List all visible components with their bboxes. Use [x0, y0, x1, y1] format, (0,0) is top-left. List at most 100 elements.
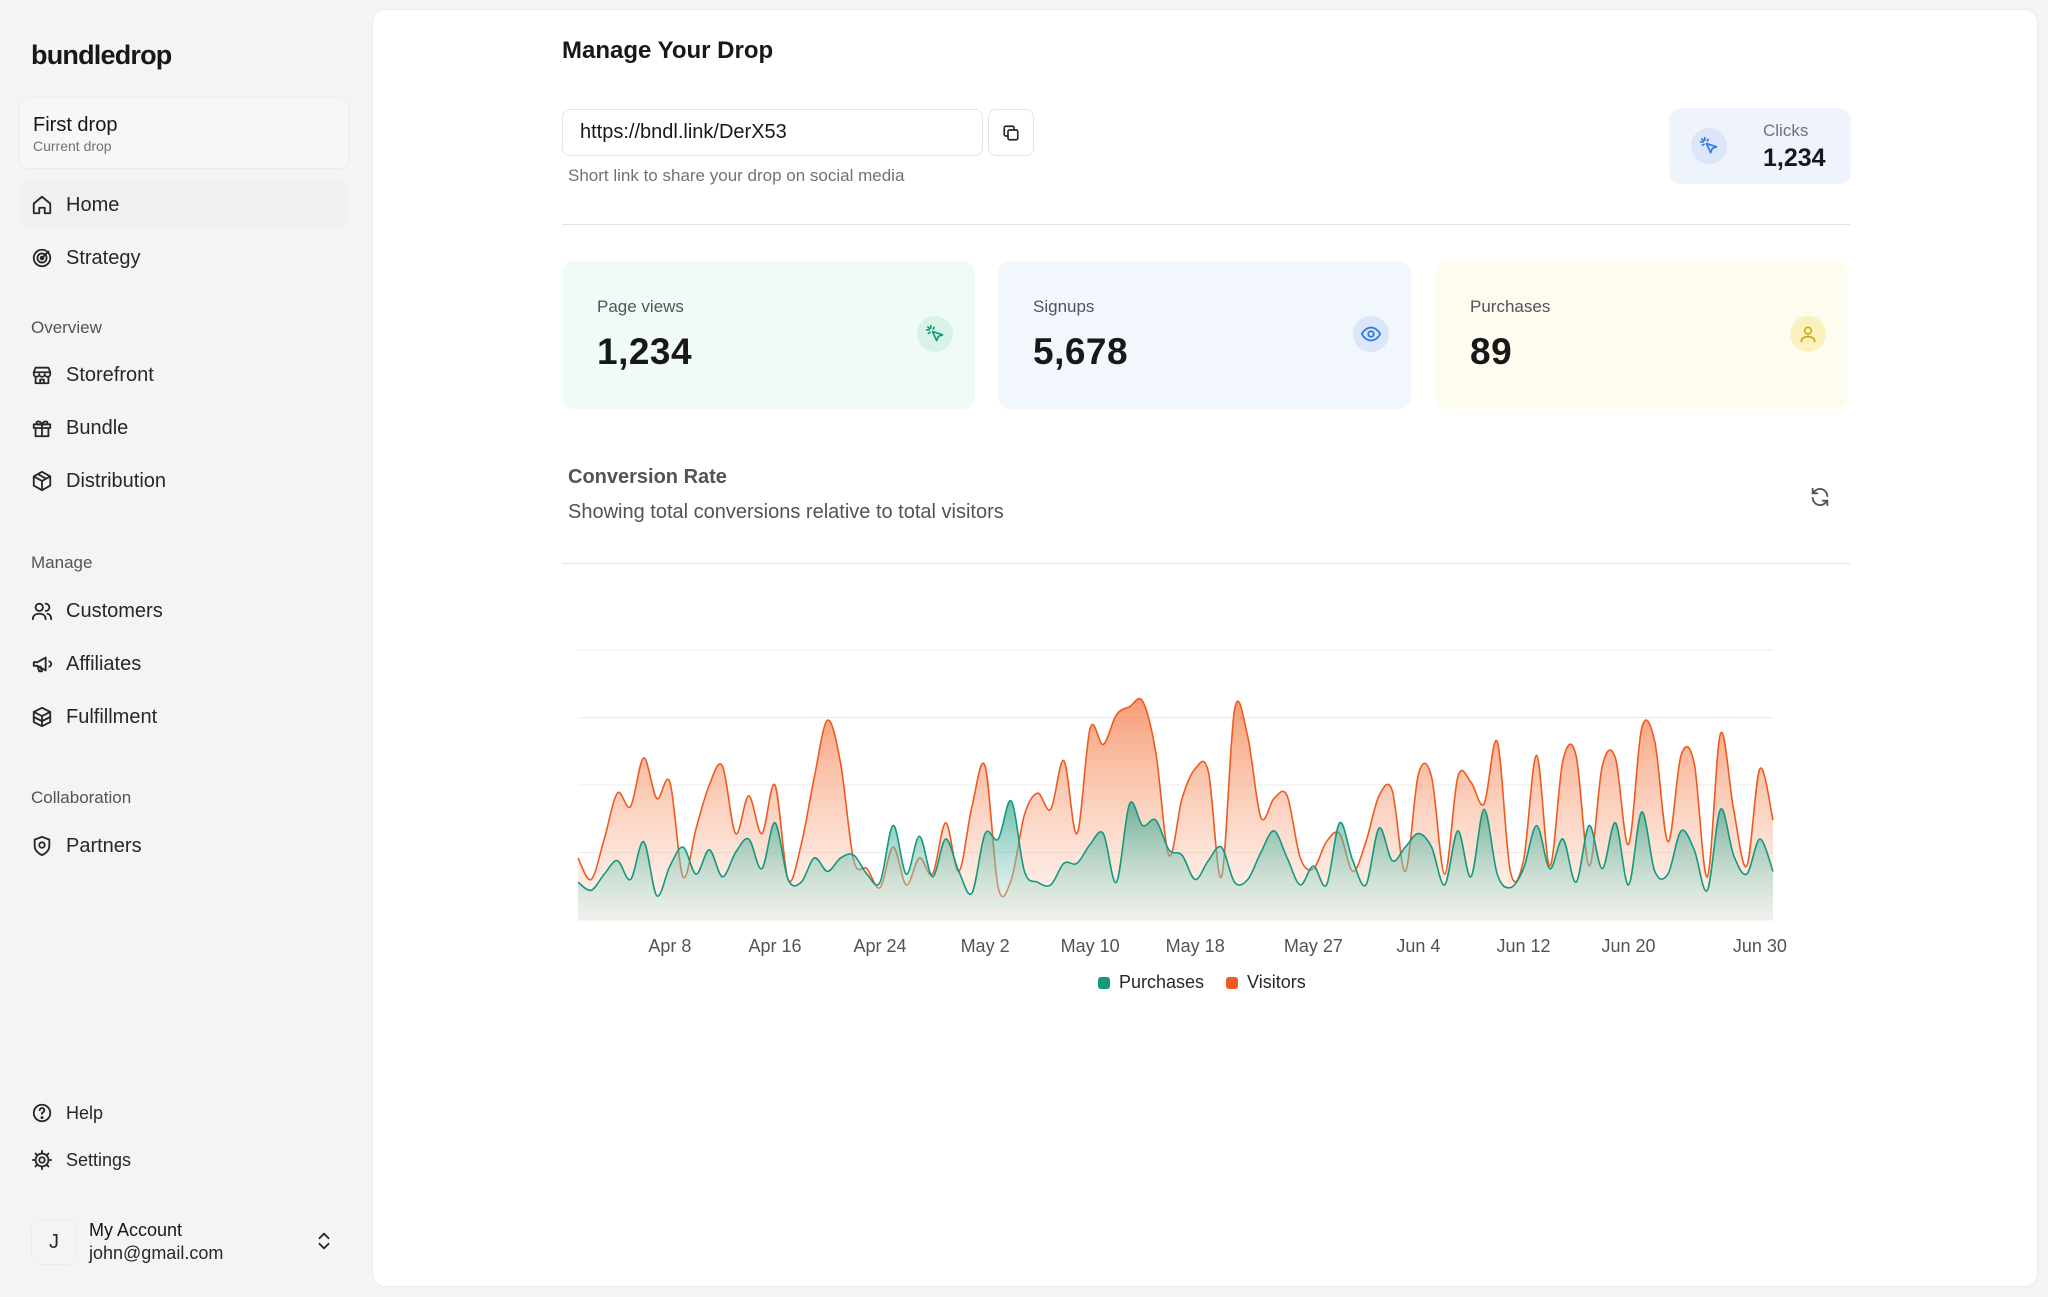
stat-icon-wrap: [1353, 316, 1389, 352]
refresh-icon[interactable]: [1809, 486, 1831, 508]
sidebar-item-bundle[interactable]: Bundle: [19, 405, 349, 451]
avatar: J: [31, 1219, 77, 1265]
boxes-icon: [32, 706, 52, 728]
short-link-help: Short link to share your drop on social …: [568, 166, 905, 185]
sidebar-item-customers[interactable]: Customers: [19, 588, 349, 634]
series-line-purchases: [577, 800, 1774, 897]
sidebar-item-storefront[interactable]: Storefront: [19, 352, 349, 398]
help-circle-icon: [32, 1103, 52, 1123]
legend-swatch: [1226, 976, 1239, 989]
x-tick-label: May 2: [961, 936, 1010, 956]
stat-value: 89: [1470, 331, 1513, 372]
megaphone-icon: [32, 656, 53, 673]
stat-label: Purchases: [1470, 297, 1551, 316]
x-tick-label: Jun 30: [1733, 936, 1787, 956]
account-name: My Account: [89, 1220, 183, 1240]
sidebar-item-strategy[interactable]: Strategy: [19, 235, 349, 281]
divider: [562, 563, 1850, 564]
stat-value: 5,678: [1033, 331, 1129, 372]
copy-link-button[interactable]: [988, 109, 1034, 156]
x-tick-label: Apr 24: [854, 936, 907, 956]
chart-series: [577, 697, 1774, 920]
sidebar-item-label: Partners: [66, 834, 142, 857]
account-menu[interactable]: J My Account john@gmail.com: [19, 1212, 349, 1272]
sidebar: bundledrop First drop Current drop Home …: [0, 0, 372, 1297]
cursor-click-icon: [1699, 136, 1718, 154]
stat-label: Signups: [1033, 297, 1095, 316]
account-email: john@gmail.com: [89, 1243, 224, 1263]
clicks-label: Clicks: [1763, 121, 1809, 140]
sidebar-item-label: Distribution: [66, 469, 167, 492]
drop-switcher-subtitle: Current drop: [33, 138, 112, 154]
sidebar-item-label: Help: [66, 1102, 104, 1123]
clicks-icon-wrap: [1691, 128, 1727, 164]
nav-section-collaboration: Collaboration: [31, 788, 132, 807]
main-panel: Manage Your Drop Short link to share you…: [372, 9, 2038, 1287]
short-link-input[interactable]: [562, 109, 983, 156]
x-tick-label: Jun 12: [1496, 936, 1550, 956]
x-tick-label: May 10: [1061, 936, 1120, 956]
legend-item-visitors[interactable]: Visitors: [1226, 972, 1306, 993]
cursor-click-icon: [925, 324, 944, 342]
stat-icon-wrap: [917, 316, 953, 352]
sidebar-item-label: Affiliates: [66, 652, 142, 675]
chevron-up-down-icon: [318, 1232, 330, 1250]
stat-label: Page views: [597, 297, 684, 316]
gift-icon: [32, 420, 52, 438]
legend-item-purchases[interactable]: Purchases: [1098, 972, 1204, 993]
drop-switcher[interactable]: First drop Current drop: [19, 97, 349, 169]
sidebar-item-partners[interactable]: Partners: [19, 823, 349, 869]
sidebar-item-help[interactable]: Help: [19, 1093, 349, 1133]
stat-card-signups: Signups 5,678: [998, 261, 1411, 409]
legend-label: Visitors: [1247, 972, 1306, 992]
shield-icon: [33, 835, 51, 857]
sidebar-item-label: Storefront: [66, 363, 154, 386]
sidebar-item-label: Fulfillment: [66, 705, 158, 728]
series-area-purchases: [578, 800, 1773, 920]
sidebar-item-fulfillment[interactable]: Fulfillment: [19, 694, 349, 740]
drop-switcher-title: First drop: [33, 114, 118, 136]
x-tick-label: Jun 4: [1396, 936, 1440, 956]
clicks-card: Clicks 1,234: [1669, 108, 1851, 184]
chart-legend: Purchases Visitors: [1098, 972, 1328, 993]
eye-icon: [1360, 326, 1382, 342]
x-tick-label: Jun 20: [1602, 936, 1656, 956]
x-axis-ticks: Apr 8 Apr 16 Apr 24 May 2 May 10 May 18 May 27…: [648, 936, 1786, 956]
sidebar-item-distribution[interactable]: Distribution: [19, 458, 349, 504]
conversion-chart: Apr 8 Apr 16 Apr 24 May 2 May 10 May 18 May 27…: [577, 649, 1787, 956]
sidebar-item-affiliates[interactable]: Affiliates: [19, 641, 349, 687]
x-tick-label: May 18: [1166, 936, 1225, 956]
users-icon: [31, 602, 53, 621]
x-tick-label: May 27: [1284, 936, 1343, 956]
legend-swatch: [1098, 976, 1110, 989]
sidebar-item-label: Bundle: [66, 416, 129, 439]
clicks-value: 1,234: [1763, 144, 1826, 172]
stat-icon-wrap: [1790, 316, 1826, 352]
sidebar-item-home[interactable]: Home: [19, 182, 349, 228]
home-icon: [32, 195, 52, 215]
stat-card-page-views: Page views 1,234: [562, 261, 975, 409]
nav-section-overview: Overview: [31, 318, 102, 337]
chart-title: Conversion Rate: [568, 466, 727, 488]
target-icon: [32, 248, 52, 268]
legend-label: Purchases: [1119, 972, 1205, 992]
user-icon: [1800, 326, 1816, 343]
package-icon: [32, 470, 52, 492]
page-title: Manage Your Drop: [562, 37, 774, 64]
brand-logo[interactable]: bundledrop: [31, 40, 172, 70]
stat-card-purchases: Purchases 89: [1435, 261, 1848, 409]
store-icon: [32, 366, 52, 385]
x-tick-label: Apr 8: [648, 936, 691, 956]
x-tick-label: Apr 16: [748, 936, 801, 956]
copy-icon: [1003, 124, 1019, 141]
gear-icon: [31, 1149, 53, 1171]
sidebar-item-settings[interactable]: Settings: [19, 1140, 349, 1180]
chart-subtitle: Showing total conversions relative to to…: [568, 501, 1004, 523]
sidebar-item-label: Settings: [66, 1149, 132, 1170]
sidebar-item-label: Strategy: [66, 246, 141, 269]
nav-section-manage: Manage: [31, 553, 93, 572]
sidebar-item-label: Home: [66, 193, 120, 216]
stat-value: 1,234: [597, 331, 693, 372]
divider: [562, 224, 1850, 225]
sidebar-item-label: Customers: [66, 599, 163, 622]
